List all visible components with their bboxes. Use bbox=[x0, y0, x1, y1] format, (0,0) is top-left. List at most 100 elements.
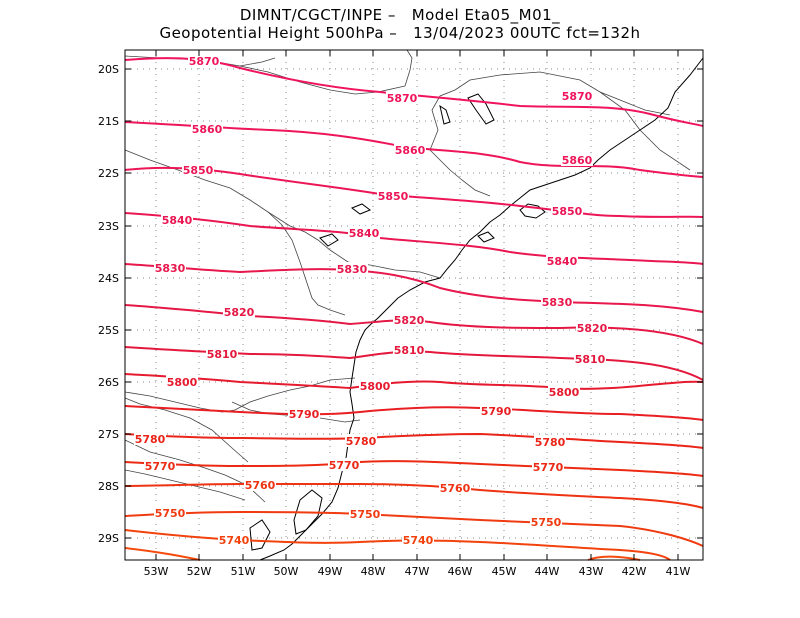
contour-label-bg bbox=[532, 460, 564, 473]
contour-label-5810: 5810 bbox=[394, 344, 425, 357]
lat-tick-label: 29S bbox=[98, 532, 119, 545]
contour-label-5870: 5870 bbox=[562, 90, 593, 103]
reservoir-3 bbox=[467, 93, 495, 125]
lon-tick-label: 48W bbox=[361, 565, 386, 578]
contour-label-bg bbox=[377, 189, 409, 202]
contour-label-5870: 5870 bbox=[189, 55, 220, 68]
contour-label-bg bbox=[336, 262, 368, 275]
contour-line-5850 bbox=[124, 166, 704, 218]
contour-label-5740: 5740 bbox=[403, 534, 434, 547]
contour-labels: 5870 5870 5870 5860 5860 5860 5850 5850 5850 5840… bbox=[134, 54, 608, 547]
contour-label-5820: 5820 bbox=[394, 314, 425, 327]
lat-tick-label: 24S bbox=[98, 272, 119, 285]
contour-label-bg bbox=[393, 313, 425, 326]
contour-label-5740: 5740 bbox=[219, 534, 250, 547]
contour-line-5740 bbox=[124, 529, 671, 561]
contour-label-bg bbox=[394, 143, 426, 156]
reservoir-4 bbox=[439, 104, 451, 125]
contour-label-bg bbox=[154, 261, 186, 274]
lon-tick-label: 46W bbox=[448, 565, 473, 578]
contour-label-5770: 5770 bbox=[533, 461, 564, 474]
lon-tick-label: 53W bbox=[144, 565, 169, 578]
map-frame bbox=[124, 49, 704, 561]
contour-label-5830: 5830 bbox=[542, 296, 573, 309]
contour-label-5770: 5770 bbox=[145, 460, 176, 473]
contour-label-5860: 5860 bbox=[562, 154, 593, 167]
border-ms-pr bbox=[124, 149, 269, 213]
lon-tick-label: 49W bbox=[318, 565, 343, 578]
contour-label-bg bbox=[288, 407, 320, 420]
contour-label-bg bbox=[548, 385, 580, 398]
contour-label-bg bbox=[188, 54, 220, 67]
border-mg-es bbox=[404, 49, 413, 87]
border-sp-mg bbox=[239, 65, 406, 95]
border-mg-rj bbox=[429, 71, 691, 171]
contour-label-5810: 5810 bbox=[575, 353, 606, 366]
lon-tick-label: 51W bbox=[231, 565, 256, 578]
contour-line-5780 bbox=[124, 432, 704, 449]
lat-tick-label: 20S bbox=[98, 63, 119, 76]
lon-tick-label: 44W bbox=[535, 565, 560, 578]
title-line-2: Geopotential Height 500hPa – 13/04/2023 … bbox=[159, 24, 641, 42]
lat-tick-label: 28S bbox=[98, 480, 119, 493]
coastline bbox=[249, 57, 704, 561]
contour-label-bg bbox=[561, 89, 593, 102]
contour-label-5800: 5800 bbox=[549, 386, 580, 399]
contour-label-bg bbox=[182, 163, 214, 176]
contour-line-5760 bbox=[124, 482, 704, 509]
contour-line-5840 bbox=[124, 212, 704, 265]
contour-label-5780: 5780 bbox=[135, 433, 166, 446]
border-es-mg bbox=[599, 91, 671, 116]
contour-label-bg bbox=[386, 91, 418, 104]
lat-tick-label: 27S bbox=[98, 428, 119, 441]
contour-label-5800: 5800 bbox=[360, 380, 391, 393]
lon-tick-label: 47W bbox=[405, 565, 430, 578]
lon-tick-label: 43W bbox=[579, 565, 604, 578]
reservoir-2 bbox=[350, 203, 372, 215]
coast-ilha-grande bbox=[477, 231, 495, 243]
coast-lagoa-patos bbox=[293, 489, 323, 535]
contour-label-bg bbox=[328, 458, 360, 471]
contour-label-5760: 5760 bbox=[440, 482, 471, 495]
coast-lagoa-mirim bbox=[249, 519, 271, 551]
contour-label-bg bbox=[530, 515, 562, 528]
contour-label-5830: 5830 bbox=[155, 262, 186, 275]
contour-label-5810: 5810 bbox=[207, 348, 238, 361]
contour-label-bg bbox=[144, 459, 176, 472]
contour-label-bg bbox=[161, 213, 193, 226]
coast-main bbox=[259, 57, 704, 561]
contour-label-bg bbox=[393, 343, 425, 356]
contour-line-5790 bbox=[124, 405, 704, 421]
contour-label-bg bbox=[574, 352, 606, 365]
lat-tick-label: 22S bbox=[98, 167, 119, 180]
lat-axis: 20S 21S 22S 23S 24S 25S 26S 27S 28S 29S bbox=[98, 63, 703, 545]
contour-label-bg bbox=[244, 478, 276, 491]
contour-label-bg bbox=[534, 435, 566, 448]
contour-label-5850: 5850 bbox=[552, 205, 583, 218]
contour-label-bg bbox=[541, 295, 573, 308]
contour-label-5840: 5840 bbox=[349, 227, 380, 240]
contour-label-bg bbox=[206, 347, 238, 360]
border-pr-paraguay bbox=[267, 211, 346, 316]
lon-tick-label: 41W bbox=[666, 565, 691, 578]
lon-tick-label: 52W bbox=[187, 565, 212, 578]
lat-tick-label: 21S bbox=[98, 115, 119, 128]
lat-tick-label: 26S bbox=[98, 376, 119, 389]
contour-label-bg bbox=[480, 404, 512, 417]
contour-label-5760: 5760 bbox=[245, 479, 276, 492]
border-rs-arg bbox=[124, 469, 246, 501]
contour-label-5750: 5750 bbox=[350, 508, 381, 521]
reservoir-1 bbox=[319, 233, 339, 247]
contour-label-bg bbox=[439, 481, 471, 494]
contour-label-5850: 5850 bbox=[183, 164, 214, 177]
contour-label-5850: 5850 bbox=[378, 190, 409, 203]
contour-label-5800: 5800 bbox=[167, 376, 198, 389]
contour-line-5800 bbox=[124, 373, 704, 390]
contour-label-5860: 5860 bbox=[192, 123, 223, 136]
contour-label-bg bbox=[576, 321, 608, 334]
contour-label-5870: 5870 bbox=[387, 92, 418, 105]
contour-line-5870 bbox=[124, 57, 704, 127]
contour-label-5820: 5820 bbox=[577, 322, 608, 335]
contour-label-bg bbox=[546, 254, 578, 267]
